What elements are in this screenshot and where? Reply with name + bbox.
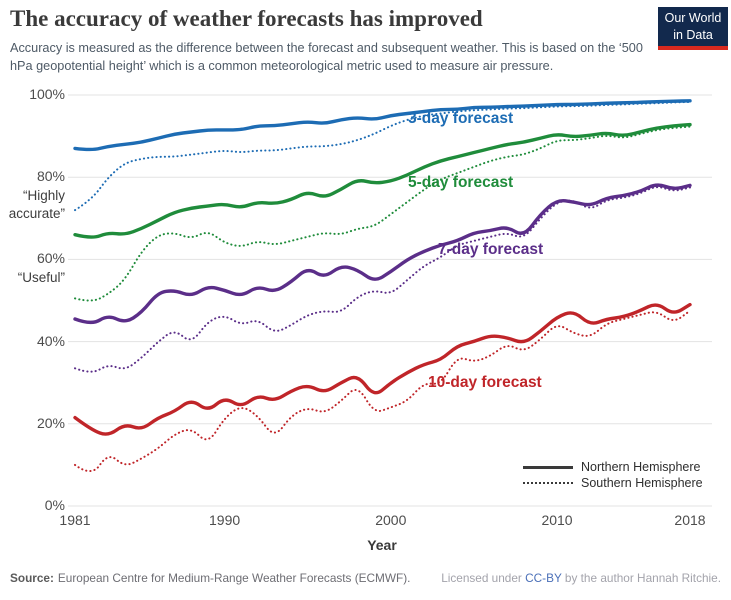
y-axis-tick-60: 60% xyxy=(36,250,65,267)
owid-logo: Our World in Data xyxy=(658,7,728,50)
cc-by-link[interactable]: CC-BY xyxy=(525,571,562,585)
legend-item-northern: Northern Hemisphere xyxy=(523,459,703,475)
legend-item-southern: Southern Hemisphere xyxy=(523,475,703,491)
y-axis-annotation-highly-accurate: “Highly accurate” xyxy=(8,188,65,221)
chart-title: The accuracy of weather forecasts has im… xyxy=(10,6,483,31)
series-line-10-day-forecast-northern-hemisphere xyxy=(73,302,692,436)
line-label-5-day-forecast: 5-day forecast xyxy=(408,174,514,191)
x-axis-tick-1981: 1981 xyxy=(59,512,91,528)
y-axis-annotation-useful: “Useful” xyxy=(17,270,65,286)
x-axis-tick-2018: 2018 xyxy=(674,512,706,528)
x-axis-tick-2000: 2000 xyxy=(375,512,407,528)
series-line-7-day-forecast-southern-hemisphere xyxy=(74,186,691,373)
legend-label: Southern Hemisphere xyxy=(581,476,703,490)
source-label: Source: xyxy=(10,571,54,585)
x-axis-tick-1990: 1990 xyxy=(209,512,241,528)
solid-line-swatch xyxy=(523,465,573,469)
series-line-10-day-forecast-southern-hemisphere xyxy=(74,309,691,473)
y-axis-tick-20: 20% xyxy=(36,414,65,431)
legend-label: Northern Hemisphere xyxy=(581,460,701,474)
source-text: European Centre for Medium-Range Weather… xyxy=(57,571,411,585)
line-label-7-day-forecast: 7-day forecast xyxy=(438,241,544,258)
x-axis-title: Year xyxy=(367,537,397,553)
legend: Northern Hemisphere Southern Hemisphere xyxy=(523,459,703,491)
y-axis-tick-80: 80% xyxy=(36,168,65,185)
line-label-3-day-forecast: 3-day forecast xyxy=(408,110,514,127)
series-line-5-day-forecast-southern-hemisphere xyxy=(74,125,691,302)
series-line-3-day-forecast-northern-hemisphere xyxy=(73,99,692,152)
series-line-5-day-forecast-northern-hemisphere xyxy=(73,122,692,239)
chart-subtitle: Accuracy is measured as the difference b… xyxy=(10,41,643,74)
source-note: Source: European Centre for Medium-Range … xyxy=(10,571,410,585)
dotted-line-swatch xyxy=(523,482,573,484)
line-label-10-day-forecast: 10-day forecast xyxy=(428,374,542,391)
y-axis-tick-0: 0% xyxy=(44,497,65,513)
y-axis-tick-100: 100% xyxy=(29,86,65,102)
owid-logo-text: Our World in Data xyxy=(664,11,722,42)
x-axis-tick-2010: 2010 xyxy=(541,512,573,528)
y-axis-tick-40: 40% xyxy=(36,332,65,349)
license-note: Licensed under CC-BY by the author Hanna… xyxy=(441,571,721,585)
